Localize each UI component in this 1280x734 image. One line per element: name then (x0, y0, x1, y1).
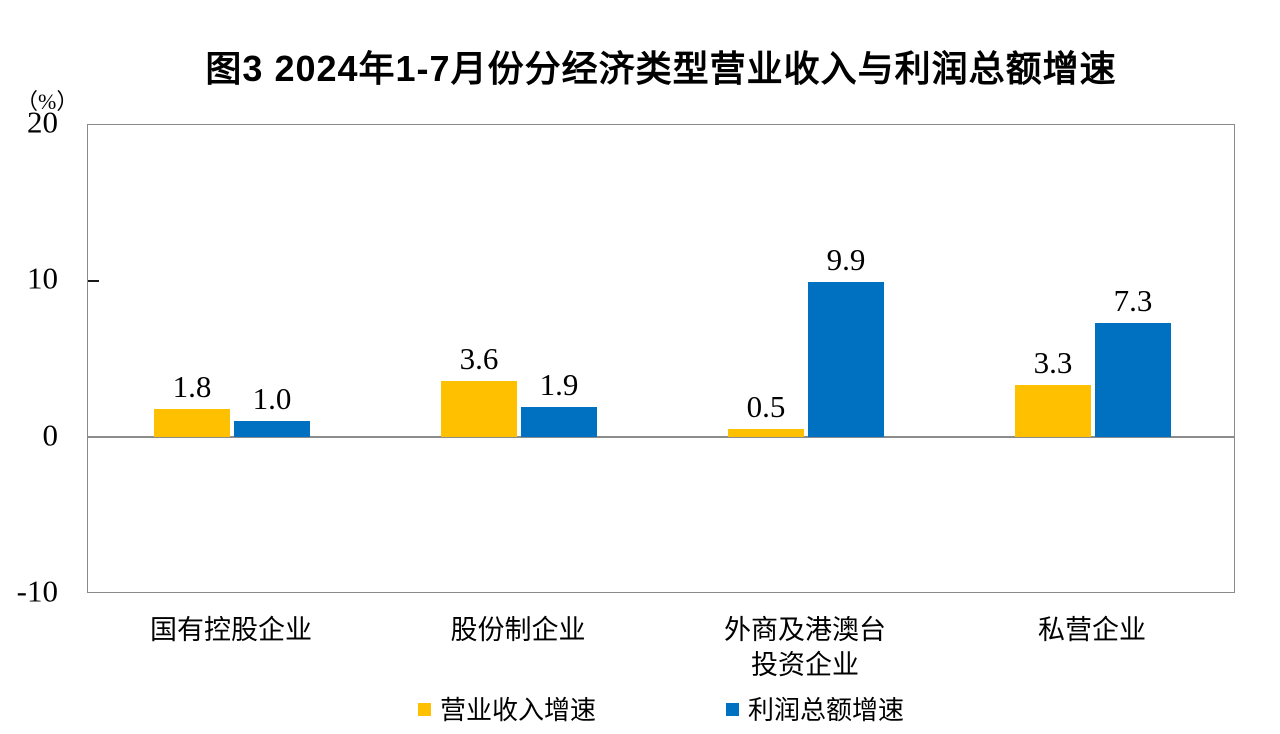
x-category-label: 外商及港澳台 投资企业 (724, 615, 886, 680)
y-tick-mark (88, 280, 99, 282)
bar-series-2-group-3 (808, 282, 884, 437)
y-tick-label: 0 (42, 417, 59, 453)
legend-item-2: 利润总额增速 (726, 690, 904, 727)
bar-series-2-group-2 (521, 407, 597, 437)
legend-swatch-icon (417, 703, 431, 716)
bar-value-label: 3.6 (459, 341, 499, 376)
bar-series-2-group-1 (234, 421, 310, 437)
bar-series-2-group-4 (1095, 323, 1171, 437)
bar-value-label: 1.0 (252, 381, 292, 416)
bar-series-1-group-4 (1015, 385, 1091, 437)
y-axis-unit-label: （%） (16, 89, 79, 114)
bar-series-1-group-1 (154, 409, 230, 437)
bar-value-label: 1.9 (539, 367, 579, 402)
zero-baseline (88, 436, 1234, 438)
y-tick-label: -10 (16, 573, 58, 609)
x-category-label: 国有控股企业 (150, 615, 312, 645)
legend-label: 营业收入增速 (439, 696, 596, 725)
x-category-label: 私营企业 (1038, 615, 1146, 645)
bar-value-label: 3.3 (1033, 345, 1073, 380)
y-tick-label: 20 (27, 104, 58, 140)
legend: 营业收入增速 利润总额增速 (87, 690, 1235, 727)
chart-title: 图3 2024年1-7月份分经济类型营业收入与利润总额增速 (205, 48, 1117, 89)
legend-label: 利润总额增速 (748, 696, 905, 725)
bar-series-1-group-2 (441, 381, 517, 437)
plot-area: 1.8 1.0 3.6 1.9 0.5 9.9 3.3 7.3 (87, 124, 1235, 593)
bar-value-label: 9.9 (826, 242, 866, 277)
bar-value-label: 0.5 (746, 389, 786, 424)
legend-item-1: 营业收入增速 (417, 690, 596, 727)
x-category-label: 股份制企业 (450, 615, 586, 645)
y-tick-label: 10 (27, 260, 58, 296)
bar-series-1-group-3 (728, 429, 804, 437)
bar-value-label: 1.8 (172, 369, 212, 404)
legend-swatch-icon (726, 703, 739, 716)
bar-value-label: 7.3 (1113, 283, 1153, 318)
